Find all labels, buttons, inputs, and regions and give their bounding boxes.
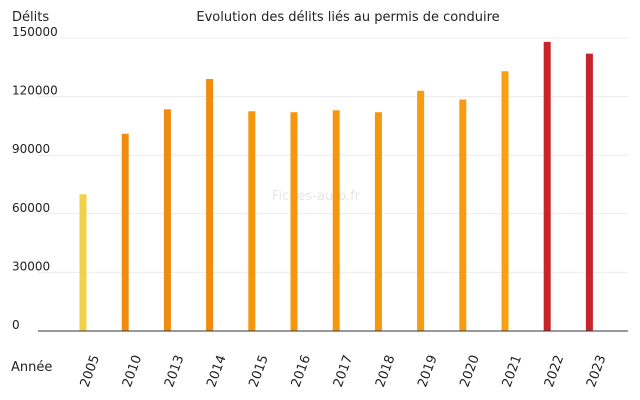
bar-2022 — [543, 41, 551, 331]
x-tick-label: 2019 — [415, 353, 440, 389]
x-tick-label: 2021 — [500, 353, 525, 389]
bar-2015 — [248, 111, 256, 331]
x-tick-label: 2014 — [204, 353, 229, 389]
x-tick-label: 2016 — [289, 353, 314, 389]
x-tick-label: 2023 — [584, 353, 609, 389]
bar-2023 — [585, 53, 593, 331]
bar-2021 — [501, 71, 509, 331]
y-axis-ticks: 0 30000 60000 90000 120000 150000 — [12, 25, 58, 332]
bar-2013 — [163, 109, 171, 332]
bar-2020 — [459, 99, 467, 331]
x-tick-label: 2005 — [78, 353, 103, 389]
bars — [79, 41, 593, 332]
watermark: Fiches-auto.fr — [272, 189, 361, 204]
x-tick-label: 2022 — [542, 353, 567, 389]
y-tick-label: 0 — [12, 318, 20, 332]
bar-2016 — [290, 112, 298, 331]
x-tick-label: 2013 — [162, 353, 187, 389]
y-tick-label: 30000 — [12, 259, 50, 273]
y-tick-label: 150000 — [12, 25, 58, 39]
x-axis-title: Année — [11, 360, 52, 375]
x-tick-label: 2015 — [246, 353, 271, 389]
y-tick-label: 120000 — [12, 84, 58, 98]
bar-2018 — [374, 112, 382, 331]
bar-2014 — [206, 79, 214, 332]
x-axis-ticks: 2005 2010 2013 2014 2015 2016 2017 2018 2019 2020… — [78, 353, 610, 389]
x-tick-label: 2017 — [331, 353, 356, 389]
bar-2019 — [417, 90, 425, 332]
x-tick-label: 2018 — [373, 353, 398, 389]
y-axis-title: Délits — [12, 10, 49, 25]
chart-title: Evolution des délits liés au permis de c… — [196, 10, 499, 25]
x-tick-label: 2010 — [120, 353, 145, 389]
bar-2010 — [121, 133, 129, 331]
bar-2017 — [332, 110, 340, 331]
y-tick-label: 90000 — [12, 142, 50, 156]
y-tick-label: 60000 — [12, 201, 50, 215]
bar-2005 — [79, 194, 87, 331]
x-tick-label: 2020 — [457, 353, 482, 389]
